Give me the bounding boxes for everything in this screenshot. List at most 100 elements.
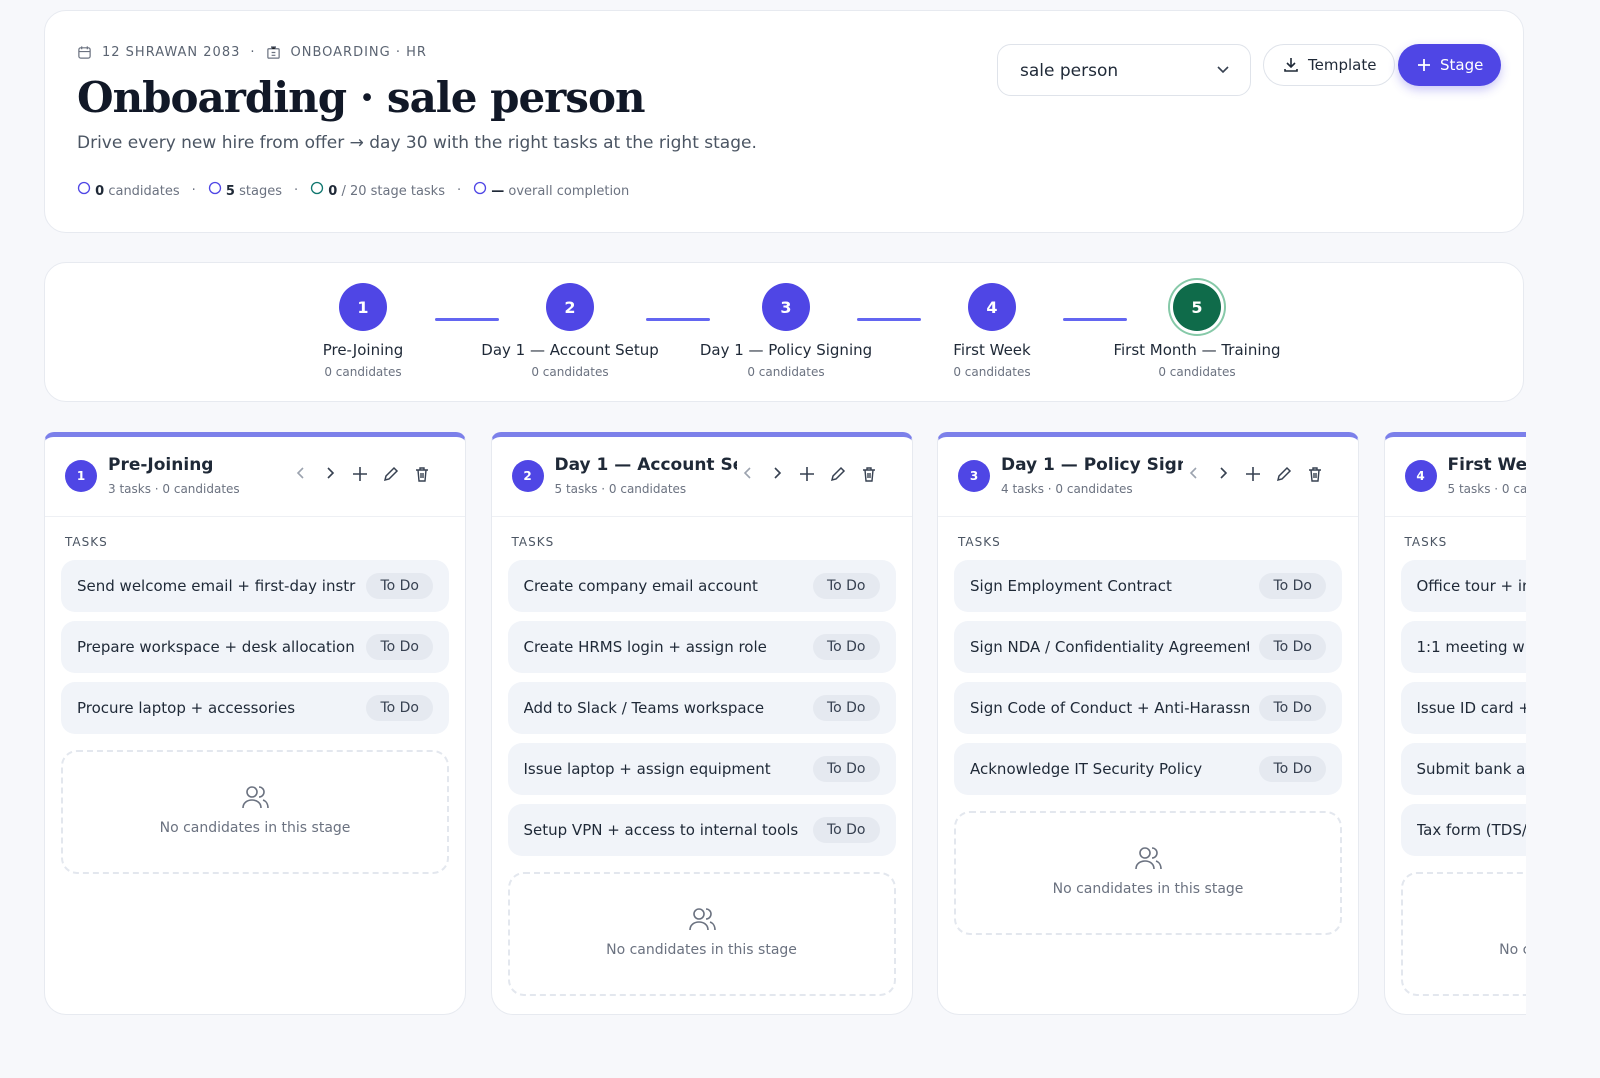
task[interactable]: Setup VPN + access to internal tools To D… [507, 804, 896, 856]
stat: 0 / 20 stage tasks [310, 181, 445, 199]
action-edit-svg [383, 466, 399, 482]
task-name: Tax form (TDS/P [1416, 821, 1527, 839]
task[interactable]: Add to Slack / Teams workspace To Do [507, 682, 896, 734]
step[interactable]: 1 Pre-Joining 0 candidates [253, 283, 473, 379]
action-add[interactable] [351, 465, 369, 487]
actions [740, 465, 878, 487]
action-prev[interactable] [1186, 465, 1202, 487]
stat-value: — [491, 184, 505, 199]
separator: · [293, 182, 299, 198]
stat-label: stages [239, 184, 282, 199]
action-del-svg [416, 467, 428, 482]
column-header: 2 Day 1 — Account Setup 5 tasks · 0 candid… [491, 437, 912, 517]
action-edit-svg [830, 466, 845, 482]
action-add-svg [353, 467, 367, 481]
stat-label: overall completion [508, 184, 630, 199]
action-next[interactable] [322, 465, 338, 487]
chevron [1217, 66, 1229, 74]
button-label: Stage [1440, 56, 1484, 74]
step[interactable]: 2 Day 1 — Account Setup 0 candidates [460, 283, 680, 379]
status-badge: To Do [1259, 573, 1326, 599]
stage-title: Day 1 — Account Setup [554, 455, 737, 475]
step-sub: 0 candidates [531, 365, 609, 379]
task[interactable]: 1:1 meeting withTo Do [1400, 621, 1527, 673]
stage-title: First Week [1447, 455, 1527, 475]
users-icon [956, 845, 1340, 875]
stage-meta: 5 tasks · 0 candidates [1447, 482, 1527, 496]
action-del[interactable] [860, 465, 878, 487]
action-next-svg [773, 467, 781, 479]
stage-meta: 4 tasks · 0 candidates [1001, 482, 1133, 496]
stat-value: 0 [95, 184, 105, 199]
empty-state: No candidates in this stage [61, 750, 449, 874]
column-header: 4 First Week 5 tasks · 0 candidates [1384, 437, 1527, 517]
status-badge: To Do [366, 634, 433, 660]
action-prev[interactable] [293, 465, 309, 487]
column-header: 1 Pre-Joining 3 tasks · 0 candidates [45, 437, 465, 517]
stat-icon [473, 181, 487, 195]
step-circle: 3 [762, 283, 810, 331]
task[interactable]: Office tour + introTo Do [1400, 560, 1526, 612]
stage-column: 4 First Week 5 tasks · 0 candidates TASKS Of… [1383, 432, 1527, 1015]
action-edit[interactable] [382, 465, 400, 487]
button-label: Template [1308, 56, 1377, 74]
step-label: Pre-Joining [322, 341, 404, 359]
task[interactable]: Create HRMS login + assign role To Do [507, 621, 896, 673]
status-badge: To Do [1259, 695, 1326, 721]
stat-icon [77, 181, 91, 195]
task-name: 1:1 meeting with [1416, 638, 1527, 656]
action-prev[interactable] [740, 465, 756, 487]
stat-icon [208, 181, 221, 195]
task[interactable]: Tax form (TDS/PTo Do [1400, 804, 1527, 856]
action-edit[interactable] [829, 465, 847, 487]
step[interactable]: 3 Day 1 — Policy Signing 0 candidates [676, 283, 896, 379]
task[interactable]: Sign NDA / Confidentiality Agreement To D… [954, 621, 1342, 673]
action-del[interactable] [413, 465, 431, 487]
action-next[interactable] [1215, 465, 1231, 487]
template-button[interactable]: Template [1263, 44, 1396, 86]
action-add[interactable] [798, 465, 816, 487]
empty-state: No candidates in this stage [1400, 872, 1527, 996]
step-sub: 0 candidates [747, 365, 825, 379]
task[interactable]: Submit bank accTo Do [1400, 743, 1526, 795]
task[interactable]: Acknowledge IT Security Policy To Do [954, 743, 1342, 795]
task-name: Send welcome email + first-day instruct… [77, 577, 356, 595]
status-badge: To Do [812, 817, 880, 843]
task[interactable]: Procure laptop + accessories To Do [61, 682, 449, 734]
stage-badge: 1 [65, 460, 97, 492]
action-next[interactable] [769, 465, 785, 487]
status-badge: To Do [812, 634, 880, 660]
task[interactable]: Prepare workspace + desk allocation To Do [61, 621, 449, 673]
task-name: Issue laptop + assign equipment [523, 760, 771, 778]
stage-column: 3 Day 1 — Policy Signing 4 tasks · 0 candi… [937, 432, 1359, 1015]
empty-text: No candidates in this stage [1499, 942, 1526, 958]
step[interactable]: 4 First Week 0 candidates [882, 283, 1102, 379]
add-stage-button[interactable]: Stage [1398, 44, 1502, 86]
task[interactable]: Issue ID card + aTo Do [1400, 682, 1526, 734]
step-label: Day 1 — Account Setup [481, 341, 659, 359]
users-icon [1403, 906, 1527, 936]
step-circle: 5 [1173, 283, 1221, 331]
task[interactable]: Send welcome email + first-day instruct…… [61, 560, 449, 612]
date: 12 SHRAWAN 2083 [102, 45, 241, 60]
task[interactable]: Create company email account To Do [507, 560, 896, 612]
step[interactable]: 5 First Month — Training 0 candidates [1087, 283, 1307, 379]
select-value: sale person [1020, 61, 1119, 81]
task-name: Prepare workspace + desk allocation [77, 638, 355, 656]
status-badge: To Do [812, 695, 880, 721]
action-prev-svg [743, 467, 751, 479]
step-label: First Month — Training [1113, 341, 1281, 359]
action-del[interactable] [1306, 465, 1324, 487]
task-name: Sign Employment Contract [970, 577, 1172, 595]
tasks-label: TASKS [1404, 535, 1448, 549]
task[interactable]: Issue laptop + assign equipment To Do [507, 743, 896, 795]
task[interactable]: Sign Code of Conduct + Anti-Harassme… To … [954, 682, 1342, 734]
action-edit[interactable] [1275, 465, 1293, 487]
users-svg [688, 908, 716, 931]
action-add[interactable] [1244, 465, 1262, 487]
empty-text: No candidates in this stage [1052, 881, 1244, 897]
stat-label: / 20 stage tasks [341, 184, 445, 199]
stage-select[interactable]: sale person [997, 44, 1251, 96]
status-badge: To Do [1259, 634, 1326, 660]
task[interactable]: Sign Employment Contract To Do [954, 560, 1342, 612]
